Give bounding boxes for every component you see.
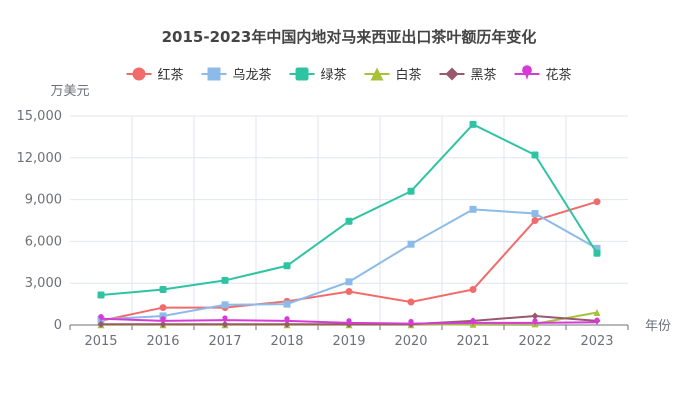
data-point	[407, 187, 415, 195]
data-point	[408, 318, 414, 327]
data-point	[407, 240, 415, 248]
legend-label: 白茶	[396, 67, 422, 83]
x-tick-label: 2023	[580, 334, 613, 349]
data-point	[283, 300, 291, 308]
data-point	[345, 288, 353, 296]
data-point	[531, 151, 539, 159]
legend: 红茶 乌龙茶 绿茶 白茶 黑茶 花茶	[126, 65, 572, 83]
legend-item: 黑茶	[439, 67, 497, 83]
data-point	[407, 298, 415, 306]
legend-marker	[445, 67, 459, 81]
pin-head	[522, 65, 532, 75]
x-tick-label: 2022	[518, 334, 551, 349]
data-point	[531, 312, 539, 320]
y-tick-label: 3,000	[25, 276, 62, 291]
pin-head	[284, 316, 290, 322]
data-point	[283, 262, 291, 270]
pin-tip	[524, 72, 530, 80]
x-tick-label: 2018	[270, 334, 303, 349]
pin-head	[470, 318, 476, 324]
data-point	[283, 320, 291, 328]
axes: 0 3,000 6,000 9,000 12,000 15,000 2015 2016 2017…	[17, 109, 629, 349]
series-group	[97, 120, 601, 329]
data-point	[221, 320, 229, 328]
y-tick-label: 6,000	[25, 234, 62, 249]
data-point	[159, 304, 167, 312]
y-axis-label: 万美元	[50, 84, 89, 99]
y-tick-label: 15,000	[17, 109, 63, 124]
data-point	[159, 285, 167, 293]
data-point	[531, 217, 539, 224]
pin-head	[346, 318, 352, 324]
data-point	[531, 210, 539, 218]
data-point	[594, 317, 600, 326]
data-point	[221, 276, 229, 284]
chart-title: 2015-2023年中国内地对马来西亚出口茶叶额历年变化	[162, 28, 537, 46]
legend-item: 红茶	[126, 67, 184, 83]
pin-head	[98, 314, 104, 320]
y-tick-label: 12,000	[17, 151, 63, 166]
pin-tip	[533, 321, 537, 327]
y-tick-label: 0	[54, 318, 62, 333]
legend-marker	[295, 67, 309, 81]
data-point	[593, 249, 601, 257]
y-tick-label: 9,000	[25, 193, 62, 208]
legend-item: 花茶	[514, 65, 572, 83]
pin-tip	[471, 321, 475, 327]
data-point	[221, 301, 229, 309]
legend-marker	[132, 67, 146, 81]
data-point	[593, 244, 601, 252]
data-point	[97, 291, 105, 299]
legend-label: 花茶	[546, 67, 572, 83]
legend-marker	[207, 67, 221, 81]
legend-label: 绿茶	[321, 67, 347, 83]
legend-item: 绿茶	[289, 67, 347, 83]
data-point	[469, 205, 477, 213]
data-point	[97, 320, 105, 328]
data-point	[593, 198, 601, 206]
pin-tip	[223, 319, 227, 324]
x-tick-label: 2021	[456, 334, 489, 349]
pin-tip	[409, 322, 413, 327]
series-line	[100, 123, 598, 297]
x-tick-label: 2016	[146, 334, 179, 349]
data-point	[284, 316, 290, 324]
data-point	[593, 308, 601, 316]
pin-tip	[595, 321, 599, 326]
pin-tip	[347, 321, 351, 327]
data-point	[159, 320, 167, 328]
x-tick-label: 2017	[208, 334, 241, 349]
pin-tip	[285, 319, 289, 324]
data-point	[98, 314, 104, 322]
data-point	[532, 318, 538, 327]
legend-item: 白茶	[364, 67, 422, 83]
data-point	[222, 315, 228, 324]
pin-head	[160, 316, 166, 322]
x-axis-label: 年份	[645, 319, 671, 334]
data-point	[346, 318, 352, 327]
data-point	[469, 120, 477, 128]
x-tick-label: 2020	[394, 334, 427, 349]
pin-head	[222, 315, 228, 321]
data-point	[160, 316, 166, 324]
legend-label: 黑茶	[471, 67, 497, 83]
data-point	[469, 285, 477, 293]
data-point	[345, 217, 353, 225]
data-point	[159, 312, 167, 320]
pin-tip	[99, 317, 103, 322]
pin-tip	[161, 319, 165, 324]
data-point	[345, 278, 353, 286]
legend-marker	[370, 67, 384, 81]
legend-item: 乌龙茶	[201, 67, 272, 83]
x-tick-label: 2015	[84, 334, 117, 349]
legend-marker	[522, 65, 532, 80]
legend-label: 乌龙茶	[233, 67, 272, 83]
x-tick-label: 2019	[332, 334, 365, 349]
legend-label: 红茶	[158, 67, 184, 83]
data-point	[470, 318, 476, 327]
series-line	[100, 208, 598, 321]
